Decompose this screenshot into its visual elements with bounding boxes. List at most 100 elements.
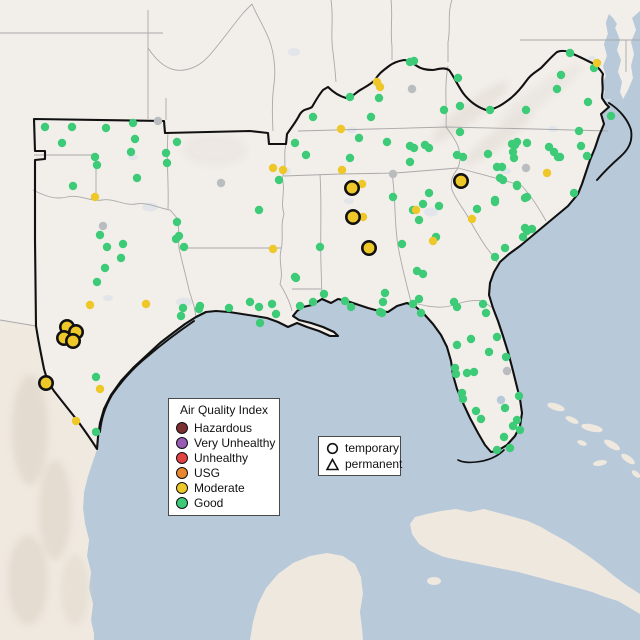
aqi-monitor-good[interactable] <box>484 347 494 357</box>
aqi-monitor-good[interactable] <box>505 443 515 453</box>
aqi-monitor-no-data[interactable] <box>407 84 417 94</box>
aqi-monitor-good[interactable] <box>254 302 264 312</box>
aqi-monitor-good[interactable] <box>91 427 101 437</box>
aqi-monitor-good[interactable] <box>308 112 318 122</box>
aqi-monitor-good[interactable] <box>132 173 142 183</box>
aqi-monitor-moderate[interactable] <box>85 300 95 310</box>
aqi-monitor-good[interactable] <box>500 403 510 413</box>
aqi-monitor-good[interactable] <box>92 277 102 287</box>
aqi-monitor-good[interactable] <box>95 230 105 240</box>
aqi-monitor-good[interactable] <box>458 394 468 404</box>
aqi-monitor-good[interactable] <box>478 299 488 309</box>
aqi-monitor-good[interactable] <box>290 138 300 148</box>
aqi-monitor-good[interactable] <box>68 181 78 191</box>
aqi-monitor-good[interactable] <box>576 141 586 151</box>
aqi-monitor-good[interactable] <box>555 152 565 162</box>
aqi-monitor-good[interactable] <box>458 152 468 162</box>
aqi-monitor-good[interactable] <box>453 73 463 83</box>
aqi-monitor-moderate[interactable] <box>95 384 105 394</box>
aqi-monitor-good[interactable] <box>172 137 182 147</box>
aqi-monitor-good[interactable] <box>583 97 593 107</box>
aqi-monitor-good[interactable] <box>176 311 186 321</box>
aqi-monitor-good[interactable] <box>512 180 522 190</box>
aqi-monitor-moderate[interactable] <box>411 205 421 215</box>
aqi-monitor-good[interactable] <box>434 201 444 211</box>
aqi-monitor-good[interactable] <box>295 301 305 311</box>
aqi-monitor-good[interactable] <box>116 253 126 263</box>
aqi-monitor-good[interactable] <box>126 147 136 157</box>
aqi-monitor-moderate[interactable] <box>336 124 346 134</box>
aqi-monitor-good[interactable] <box>514 391 524 401</box>
aqi-monitor-moderate-temporary[interactable] <box>65 332 82 349</box>
aqi-monitor-moderate-temporary[interactable] <box>452 173 469 190</box>
aqi-monitor-no-data[interactable] <box>521 163 531 173</box>
aqi-monitor-good[interactable] <box>521 105 531 115</box>
aqi-monitor-good[interactable] <box>366 112 376 122</box>
aqi-monitor-good[interactable] <box>345 92 355 102</box>
aqi-monitor-good[interactable] <box>495 173 505 183</box>
aqi-monitor-good[interactable] <box>90 152 100 162</box>
aqi-monitor-good[interactable] <box>508 421 518 431</box>
aqi-monitor-good[interactable] <box>556 70 566 80</box>
aqi-monitor-good[interactable] <box>354 133 364 143</box>
aqi-monitor-no-data[interactable] <box>98 221 108 231</box>
aqi-monitor-good[interactable] <box>408 299 418 309</box>
aqi-monitor-good[interactable] <box>319 289 329 299</box>
aqi-monitor-good[interactable] <box>67 122 77 132</box>
aqi-monitor-good[interactable] <box>374 93 384 103</box>
aqi-monitor-good[interactable] <box>439 105 449 115</box>
aqi-monitor-good[interactable] <box>346 302 356 312</box>
aqi-monitor-no-data[interactable] <box>388 169 398 179</box>
aqi-monitor-good[interactable] <box>476 414 486 424</box>
aqi-monitor-good[interactable] <box>414 294 424 304</box>
aqi-monitor-moderate[interactable] <box>542 168 552 178</box>
aqi-monitor-good[interactable] <box>291 273 301 283</box>
aqi-monitor-moderate-temporary[interactable] <box>37 374 54 391</box>
aqi-monitor-good[interactable] <box>462 368 472 378</box>
aqi-monitor-good[interactable] <box>380 288 390 298</box>
aqi-monitor-good[interactable] <box>178 303 188 313</box>
aqi-monitor-good[interactable] <box>162 158 172 168</box>
aqi-monitor-moderate-temporary[interactable] <box>343 180 360 197</box>
aqi-monitor-moderate[interactable] <box>358 212 368 222</box>
aqi-monitor-moderate-temporary[interactable] <box>360 240 377 257</box>
aqi-monitor-good[interactable] <box>388 192 398 202</box>
aqi-monitor-good[interactable] <box>574 126 584 136</box>
aqi-monitor-good[interactable] <box>455 127 465 137</box>
aqi-monitor-good[interactable] <box>345 153 355 163</box>
aqi-monitor-good[interactable] <box>409 56 419 66</box>
aqi-monitor-moderate-temporary[interactable] <box>344 209 361 226</box>
aqi-monitor-good[interactable] <box>512 415 522 425</box>
aqi-monitor-good[interactable] <box>161 148 171 158</box>
aqi-monitor-good[interactable] <box>481 308 491 318</box>
aqi-monitor-good[interactable] <box>179 242 189 252</box>
aqi-monitor-good[interactable] <box>118 239 128 249</box>
aqi-monitor-good[interactable] <box>172 217 182 227</box>
aqi-monitor-good[interactable] <box>522 138 532 148</box>
aqi-monitor-moderate[interactable] <box>337 165 347 175</box>
aqi-monitor-moderate[interactable] <box>268 163 278 173</box>
aqi-monitor-good[interactable] <box>405 157 415 167</box>
aqi-monitor-good[interactable] <box>483 149 493 159</box>
aqi-monitor-good[interactable] <box>414 215 424 225</box>
aqi-monitor-good[interactable] <box>499 432 509 442</box>
aqi-monitor-moderate[interactable] <box>71 416 81 426</box>
aqi-monitor-moderate[interactable] <box>268 244 278 254</box>
aqi-monitor-good[interactable] <box>452 340 462 350</box>
aqi-monitor-moderate[interactable] <box>90 192 100 202</box>
aqi-monitor-good[interactable] <box>128 118 138 128</box>
aqi-monitor-good[interactable] <box>500 243 510 253</box>
aqi-monitor-good[interactable] <box>340 296 350 306</box>
aqi-monitor-good[interactable] <box>485 105 495 115</box>
aqi-monitor-good[interactable] <box>409 143 419 153</box>
aqi-monitor-moderate[interactable] <box>428 236 438 246</box>
aqi-monitor-good[interactable] <box>569 188 579 198</box>
aqi-monitor-moderate[interactable] <box>467 214 477 224</box>
aqi-monitor-good[interactable] <box>195 301 205 311</box>
aqi-monitor-good[interactable] <box>101 123 111 133</box>
aqi-monitor-good[interactable] <box>397 239 407 249</box>
aqi-monitor-good[interactable] <box>91 372 101 382</box>
aqi-monitor-good[interactable] <box>452 302 462 312</box>
aqi-monitor-good[interactable] <box>418 199 428 209</box>
aqi-monitor-good[interactable] <box>492 445 502 455</box>
